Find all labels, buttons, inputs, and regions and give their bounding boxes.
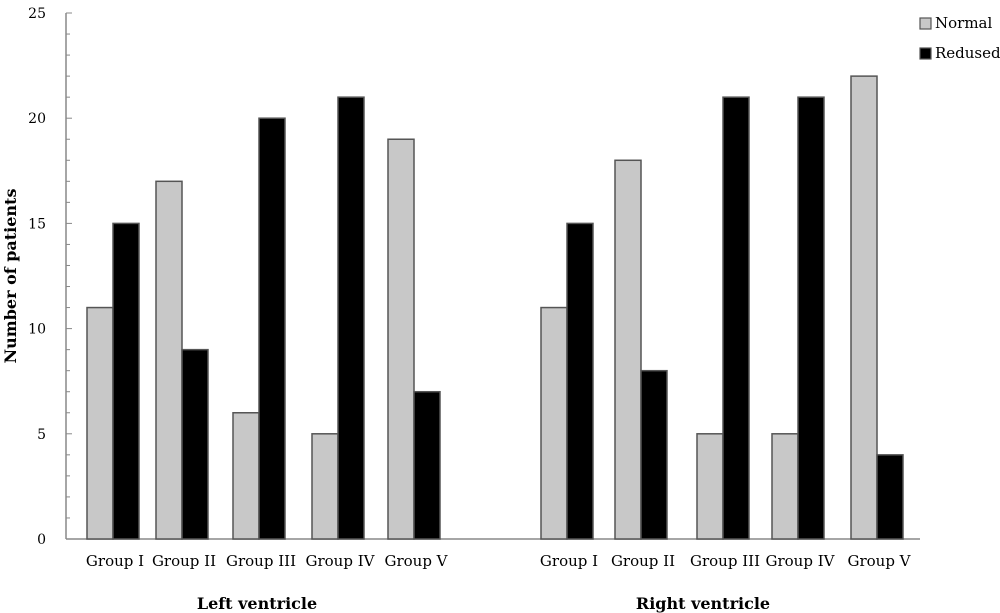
bar-normal-right-3 (696, 433, 724, 540)
bar-redused-left-4 (337, 96, 365, 540)
bar-redused-right-5 (876, 454, 904, 540)
bar-normal-left-3 (232, 412, 260, 540)
bar-normal-right-2 (614, 159, 642, 540)
y-tick-label: 10 (28, 322, 46, 338)
bar-redused-left-2 (181, 348, 209, 540)
x-category-label: Group III (690, 552, 760, 570)
bar-redused-right-3 (722, 96, 750, 540)
bar-redused-left-3 (258, 117, 286, 540)
x-category-label: Group V (384, 552, 448, 570)
panel-label-left: Left ventricle (197, 594, 317, 613)
x-category-label: Group IV (766, 552, 836, 570)
y-tick-label: 5 (37, 427, 46, 443)
bar-normal-right-1 (540, 306, 568, 540)
legend-swatch-redused (919, 47, 932, 60)
bar-normal-left-1 (86, 306, 114, 540)
bar-normal-left-4 (311, 433, 339, 540)
bar-redused-right-1 (566, 222, 594, 540)
bar-redused-right-2 (640, 369, 668, 540)
x-category-label: Group II (611, 552, 675, 570)
x-category-label: Group IV (306, 552, 376, 570)
x-category-label: Group III (226, 552, 296, 570)
y-tick-label: 0 (37, 532, 46, 548)
bar-normal-left-2 (155, 180, 183, 540)
legend-label-redused: Redused (935, 44, 1000, 62)
y-axis-title: Number of patients (1, 189, 20, 364)
x-category-label: Group II (152, 552, 216, 570)
y-tick-label: 15 (28, 216, 46, 232)
legend-label-normal: Normal (935, 14, 992, 32)
panel-label-right: Right ventricle (636, 594, 770, 613)
x-category-label: Group I (86, 552, 144, 570)
bar-normal-left-5 (387, 138, 415, 540)
y-tick-label: 25 (28, 6, 46, 22)
bar-normal-right-4 (771, 433, 799, 540)
bar-normal-right-5 (850, 75, 878, 540)
legend-swatch-normal (919, 17, 932, 30)
x-category-label: Group I (540, 552, 598, 570)
bar-redused-left-1 (112, 222, 140, 540)
bar-redused-right-4 (797, 96, 825, 540)
y-tick-label: 20 (28, 111, 46, 127)
x-category-label: Group V (847, 552, 911, 570)
bar-redused-left-5 (413, 390, 441, 540)
